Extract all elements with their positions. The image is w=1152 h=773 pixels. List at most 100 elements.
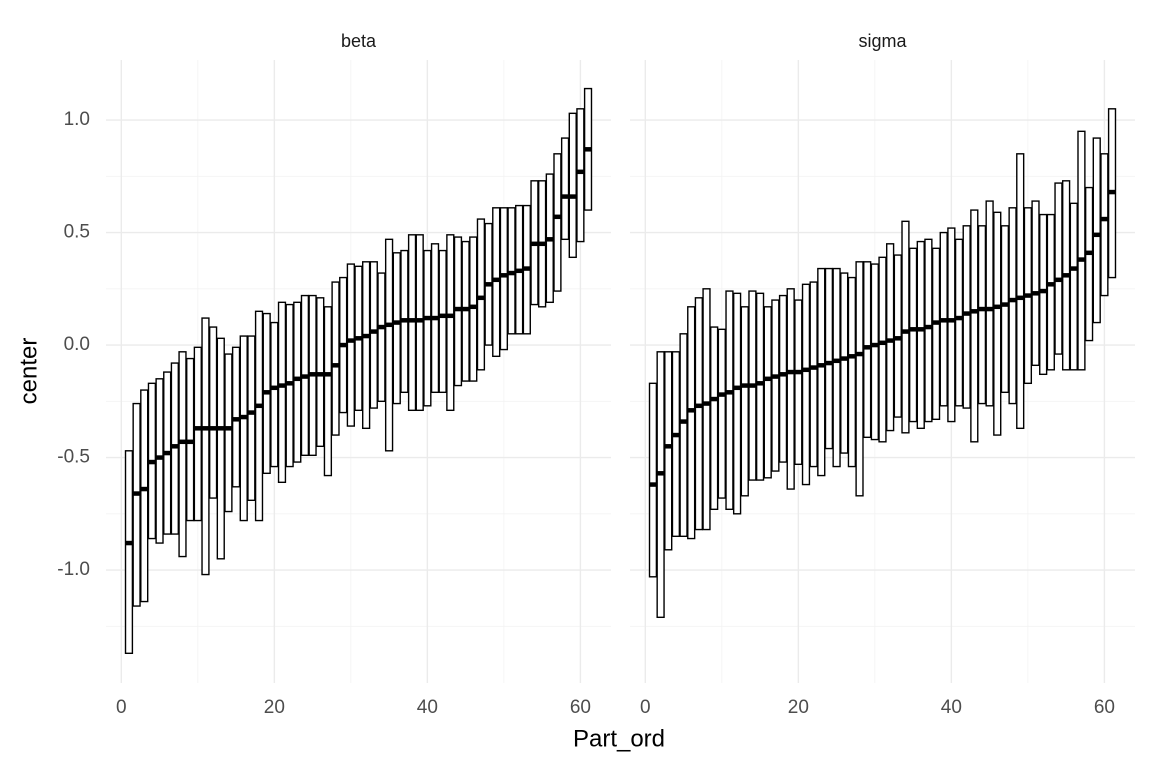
x-tick-label: 0 [116, 697, 127, 718]
x-axis-title: Part_ord [573, 725, 665, 752]
crossbar-box [1008, 207, 1017, 405]
crossbar-box [392, 252, 401, 405]
crossbar-box [687, 306, 696, 540]
crossbar-box [216, 337, 225, 560]
crossbar-box [947, 227, 956, 423]
crossbar-box [740, 306, 749, 497]
x-tick-label: 0 [640, 697, 651, 718]
crossbar-box [656, 351, 665, 619]
crossbar-box [1054, 182, 1063, 355]
crossbar-box [155, 378, 164, 544]
crossbar-box [855, 261, 864, 497]
crossbar-box [870, 263, 879, 441]
crossbar-box [763, 306, 772, 479]
crossbar-box [954, 238, 964, 407]
crossbar-box [962, 225, 971, 409]
crossbar-box [224, 353, 233, 513]
x-tick-label: 60 [570, 697, 591, 718]
crossbar-box [446, 234, 455, 412]
crossbar-box [985, 200, 994, 407]
crossbar-box [847, 276, 857, 468]
crossbar-box [1000, 225, 1010, 394]
crossbar-box [717, 328, 726, 499]
crossbar-box [824, 267, 834, 450]
crossbar-box [553, 153, 562, 292]
y-tick-label: 1.0 [64, 109, 90, 130]
crossbar-box [178, 351, 187, 558]
crossbar-box [908, 247, 918, 423]
crossbar-box [993, 211, 1002, 436]
crossbar-box [710, 326, 719, 511]
x-tick-label: 40 [941, 697, 962, 718]
x-tick-label: 20 [788, 697, 809, 718]
crossbar-box [702, 288, 711, 531]
crossbar-box [323, 306, 333, 477]
crossbar-box [679, 333, 688, 538]
crossbar-box [817, 267, 826, 477]
crossbar-box [794, 299, 803, 466]
crossbar-box [293, 301, 302, 463]
crossbar-box [1084, 186, 1094, 342]
crossbar-box [809, 281, 818, 468]
crossbar-box [840, 272, 849, 454]
crossbar-box [1100, 153, 1109, 297]
crossbar-box [924, 238, 933, 423]
crossbar-box [878, 256, 887, 443]
y-axis-title: center [15, 338, 42, 405]
crossbar-box [725, 290, 734, 511]
crossbar-box [1069, 202, 1078, 371]
crossbar-box [671, 351, 681, 538]
x-tick-label: 60 [1094, 697, 1115, 718]
crossbar-box [886, 243, 895, 432]
crossbar-box [970, 209, 979, 443]
crossbar-box [732, 292, 742, 515]
crossbar-box [254, 310, 264, 522]
crossbar-box [208, 326, 218, 499]
y-tick-label: 0.5 [64, 222, 90, 243]
crossbar-box [331, 281, 340, 436]
crossbar-box [124, 450, 134, 655]
crossbar-box [771, 299, 780, 472]
crossbar-box [901, 220, 910, 434]
crossbar-box [778, 294, 788, 463]
crossbar-box [239, 335, 248, 522]
y-tick-label: -0.5 [57, 447, 90, 468]
crossbar-box [438, 249, 447, 394]
crossbar-box [568, 112, 577, 259]
y-tick-label: 0.0 [64, 334, 90, 355]
crossbar-box [1046, 213, 1055, 371]
crossbar-box [499, 207, 509, 351]
crossbar-box [801, 283, 811, 486]
crossbar-box [201, 317, 210, 576]
crossbar-box [1031, 200, 1040, 367]
x-tick-label: 20 [264, 697, 285, 718]
crossbar-box [140, 389, 149, 603]
crossbar-box [423, 249, 432, 407]
crossbar-box [1016, 153, 1025, 430]
crossbar-box [1077, 130, 1086, 371]
crossbar-box [1039, 213, 1048, 376]
y-tick-label: -1.0 [57, 559, 90, 580]
crossbar-box [931, 247, 941, 421]
crossbar-box [476, 218, 486, 371]
crossbar-box [755, 292, 765, 481]
crossbar-box [694, 297, 704, 531]
crossbar-box [277, 301, 287, 484]
crossbar-box [576, 108, 585, 243]
crossbar-box [362, 261, 371, 430]
crossbar-box [132, 402, 141, 607]
crossbar-box [384, 238, 394, 452]
facet-title: beta [341, 31, 377, 51]
crossbar-box [1092, 137, 1101, 324]
crossbar-box [977, 225, 987, 405]
crossbar-box [832, 267, 841, 468]
facet-title: sigma [858, 31, 907, 51]
crossbar-box [369, 261, 378, 409]
x-tick-label: 40 [417, 697, 438, 718]
crossbar-box [560, 137, 570, 241]
crossbar-box [664, 351, 673, 551]
crossbar-box [786, 288, 795, 490]
crossbar-box [270, 321, 279, 468]
